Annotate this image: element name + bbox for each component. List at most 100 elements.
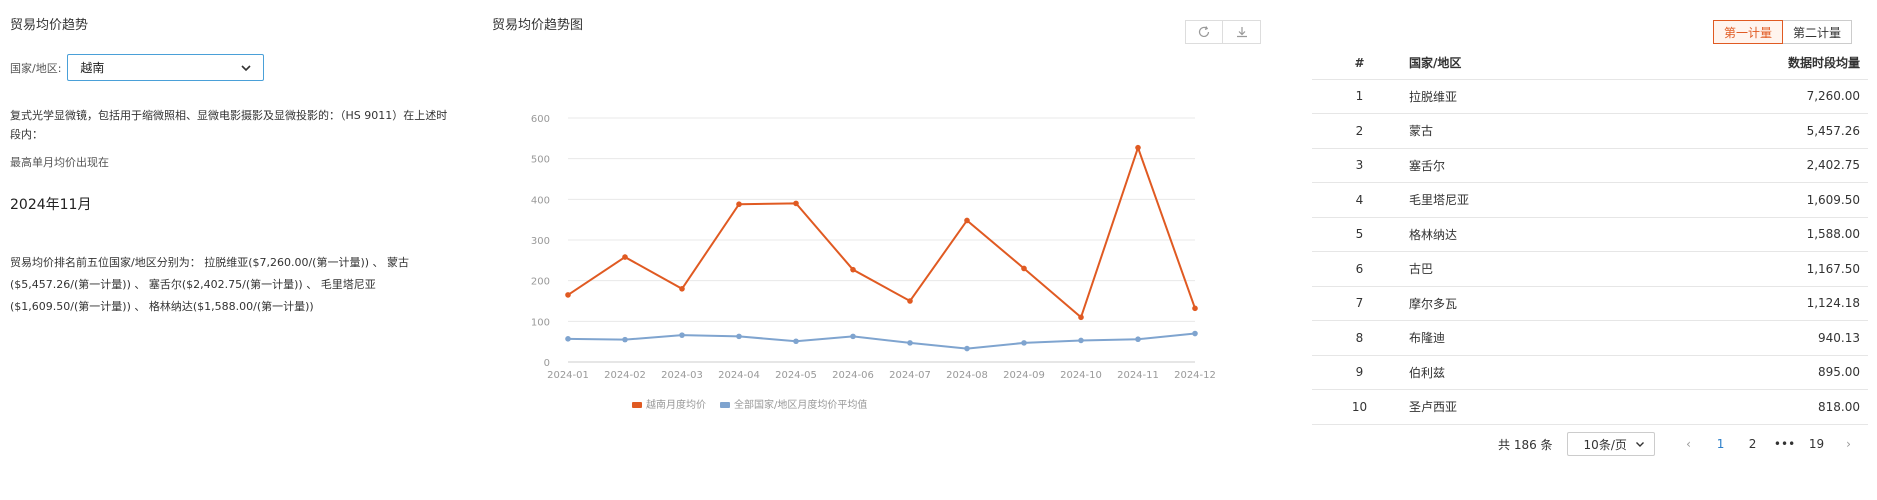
row-quantity: 895.00 (1608, 355, 1868, 390)
refresh-icon (1198, 26, 1210, 38)
series-line-1 (567, 144, 1196, 319)
page-2-button[interactable]: 2 (1748, 437, 1757, 451)
page-ellipsis-button[interactable]: ••• (1773, 437, 1796, 451)
download-button[interactable] (1223, 20, 1261, 44)
x-tick-label: 2024-11 (1117, 370, 1159, 381)
row-rank: 1 (1312, 79, 1407, 114)
data-point (793, 338, 799, 345)
country-select[interactable]: 越南 (67, 54, 265, 81)
x-tick-label: 2024-04 (718, 370, 760, 381)
row-rank: 2 (1312, 113, 1407, 149)
row-country: 蒙古 (1407, 113, 1609, 149)
summary-title: 贸易均价趋势 (10, 18, 89, 33)
header-country: 国家/地区 (1407, 47, 1609, 80)
x-tick-label: 2024-08 (946, 370, 988, 381)
row-country: 摩尔多瓦 (1407, 286, 1609, 321)
page-19-button[interactable]: 19 (1808, 437, 1825, 451)
y-tick-label: 400 (531, 195, 550, 206)
table-row: 3 塞舌尔 2,402.75 (1312, 148, 1868, 183)
header-rank: # (1312, 47, 1407, 80)
second-measure-button[interactable]: 第二计量 (1783, 20, 1853, 44)
prev-page-button[interactable]: ‹ (1686, 437, 1691, 451)
row-quantity: 1,609.50 (1608, 182, 1868, 218)
data-point (622, 336, 628, 343)
data-point (793, 200, 799, 207)
row-quantity: 5,457.26 (1608, 113, 1868, 149)
x-tick-label: 2024-09 (1003, 370, 1045, 381)
data-point (1021, 340, 1027, 346)
data-point (907, 298, 913, 304)
data-point (1135, 336, 1141, 343)
legend-swatch (720, 402, 730, 408)
table-row: 7 摩尔多瓦 1,124.18 (1312, 286, 1868, 321)
row-country: 布隆迪 (1407, 320, 1609, 356)
chart-toolbar (1185, 20, 1261, 44)
row-rank: 10 (1312, 389, 1407, 425)
series-line-2 (567, 332, 1196, 350)
table-row: 1 拉脱维亚 7,260.00 (1312, 79, 1868, 114)
highest-month-value: 2024年11月 (10, 197, 92, 213)
x-tick-label: 2024-05 (775, 370, 817, 381)
trend-chart: 0 100 200 300 400 500 600 2024-01 2024-02 2024-03… (531, 114, 1216, 411)
page-size-value: 10条/页 (1583, 437, 1627, 452)
table-row: 4 毛里塔尼亚 1,609.50 (1312, 182, 1868, 218)
row-rank: 3 (1312, 148, 1407, 183)
x-tick-label: 2024-02 (604, 370, 646, 381)
refresh-button[interactable] (1185, 20, 1223, 44)
table-row: 8 布隆迪 940.13 (1312, 320, 1868, 356)
data-point (565, 336, 571, 342)
measure-toggle: 第一计量 第二计量 (1713, 20, 1853, 44)
data-point (1078, 314, 1084, 321)
row-country: 格林纳达 (1407, 217, 1609, 252)
data-point (565, 292, 571, 298)
x-tick-label: 2024-01 (547, 370, 589, 381)
row-rank: 5 (1312, 217, 1407, 252)
row-quantity: 1,588.00 (1608, 217, 1868, 252)
row-rank: 4 (1312, 182, 1407, 218)
row-country: 伯利兹 (1407, 355, 1609, 390)
country-label: 国家/地区: (10, 61, 62, 75)
data-point (1078, 337, 1084, 344)
x-tick-label: 2024-12 (1174, 370, 1216, 381)
chart-title: 贸易均价趋势图 (492, 18, 584, 33)
product-description: 复式光学显微镜，包括用于缩微照相、显微电影摄影及显微投影的：（HS 9011）在… (10, 109, 448, 141)
header-quantity: 数据时段均量 (1608, 47, 1868, 80)
next-page-button[interactable]: › (1846, 437, 1851, 451)
table-row: 6 古巴 1,167.50 (1312, 251, 1868, 287)
chevron-down-icon (241, 64, 251, 71)
data-point (850, 333, 856, 340)
x-tick-label: 2024-06 (832, 370, 874, 381)
page-1-button[interactable]: 1 (1716, 437, 1725, 451)
table-header-row: # 国家/地区 数据时段均量 (1312, 47, 1868, 80)
y-tick-label: 600 (531, 114, 550, 125)
ranking-table: # 国家/地区 数据时段均量 1 拉脱维亚 7,260.00 2 蒙古 5,457.26… (1312, 47, 1868, 425)
y-tick-label: 500 (531, 155, 550, 166)
row-quantity: 2,402.75 (1608, 148, 1868, 183)
data-point (679, 332, 685, 338)
row-rank: 9 (1312, 355, 1407, 390)
data-point (1192, 330, 1198, 337)
row-country: 毛里塔尼亚 (1407, 182, 1609, 218)
data-point (850, 266, 856, 273)
row-rank: 7 (1312, 286, 1407, 321)
data-point (1192, 305, 1198, 312)
data-point (736, 333, 742, 340)
data-point (1135, 144, 1141, 151)
y-tick-label: 0 (544, 358, 550, 369)
pagination: 共 186 条 10条/页 ‹ 1 2 ••• 19 › (1498, 432, 1865, 456)
data-point (622, 254, 628, 260)
x-tick-label: 2024-03 (661, 370, 703, 381)
page-size-select[interactable]: 10条/页 (1566, 432, 1655, 456)
row-country: 拉脱维亚 (1407, 79, 1609, 114)
row-quantity: 1,167.50 (1608, 251, 1868, 287)
data-point (964, 217, 970, 224)
table-row: 2 蒙古 5,457.26 (1312, 113, 1868, 149)
row-country: 圣卢西亚 (1407, 389, 1609, 425)
summary-panel: 贸易均价趋势 国家/地区: 越南 复式光学显微镜，包括用于缩微照相、显微电影摄影… (10, 14, 455, 313)
download-icon (1236, 27, 1247, 38)
row-quantity: 1,124.18 (1608, 286, 1868, 321)
table-row: 10 圣卢西亚 818.00 (1312, 389, 1868, 425)
highest-month-label: 最高单月均价出现在 (10, 156, 109, 169)
data-point (907, 340, 913, 346)
first-measure-button[interactable]: 第一计量 (1713, 20, 1784, 44)
